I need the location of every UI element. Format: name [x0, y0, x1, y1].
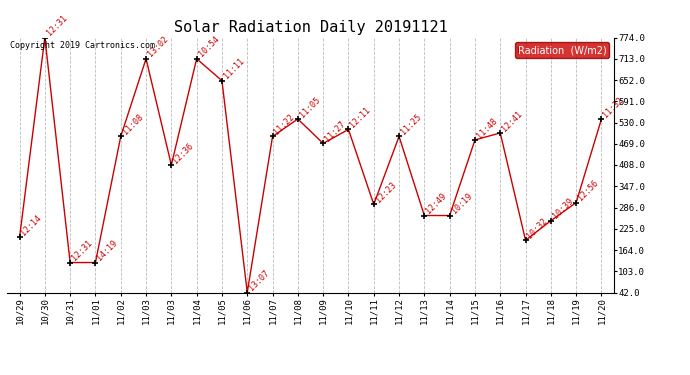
- Text: 12:31: 12:31: [45, 13, 69, 38]
- Text: 11:08: 11:08: [121, 112, 145, 136]
- Text: 11:25: 11:25: [399, 112, 423, 136]
- Text: 12:14: 12:14: [19, 213, 43, 237]
- Text: 12:49: 12:49: [424, 192, 448, 216]
- Text: 11:32: 11:32: [602, 95, 626, 119]
- Text: 12:56: 12:56: [576, 178, 600, 203]
- Text: 12:36: 12:36: [171, 141, 195, 165]
- Text: 11:05: 11:05: [298, 95, 322, 119]
- Text: 12:23: 12:23: [374, 180, 398, 204]
- Text: 13:07: 13:07: [247, 268, 271, 292]
- Text: 10:32: 10:32: [526, 216, 550, 240]
- Text: 10:19: 10:19: [450, 192, 474, 216]
- Text: 12:31: 12:31: [70, 238, 95, 262]
- Text: 10:39: 10:39: [551, 197, 575, 221]
- Legend: Radiation  (W/m2): Radiation (W/m2): [515, 42, 609, 58]
- Text: 11:11: 11:11: [222, 57, 246, 81]
- Text: 10:54: 10:54: [197, 35, 221, 59]
- Text: Copyright 2019 Cartronics.com: Copyright 2019 Cartronics.com: [10, 41, 155, 50]
- Text: 14:19: 14:19: [95, 238, 119, 262]
- Text: 13:02: 13:02: [146, 35, 170, 59]
- Title: Solar Radiation Daily 20191121: Solar Radiation Daily 20191121: [174, 20, 447, 35]
- Text: 12:11: 12:11: [348, 105, 373, 129]
- Text: 12:41: 12:41: [500, 109, 524, 133]
- Text: 11:27: 11:27: [323, 119, 347, 143]
- Text: 11:48: 11:48: [475, 116, 499, 140]
- Text: 11:22: 11:22: [273, 112, 297, 136]
